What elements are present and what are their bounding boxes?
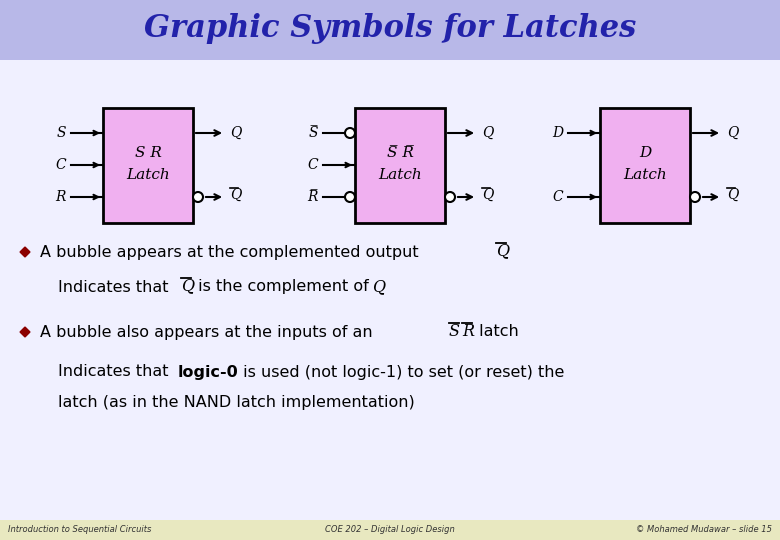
Text: D: D xyxy=(552,126,563,140)
Circle shape xyxy=(690,192,700,202)
Text: Q: Q xyxy=(230,126,241,140)
Text: logic-0: logic-0 xyxy=(178,364,239,380)
Text: latch (as in the NAND latch implementation): latch (as in the NAND latch implementati… xyxy=(58,395,415,409)
Text: S: S xyxy=(56,126,66,140)
Text: C: C xyxy=(55,158,66,172)
Text: Q: Q xyxy=(727,188,739,202)
Text: Indicates that: Indicates that xyxy=(58,280,174,294)
Text: © Mohamed Mudawar – slide 15: © Mohamed Mudawar – slide 15 xyxy=(636,525,772,535)
FancyBboxPatch shape xyxy=(355,107,445,222)
Text: S R: S R xyxy=(135,146,161,160)
Text: C: C xyxy=(307,158,318,172)
Text: R: R xyxy=(462,322,474,340)
Text: Q: Q xyxy=(372,279,385,295)
Text: Q: Q xyxy=(181,278,194,294)
Text: Q: Q xyxy=(727,126,739,140)
Text: Latch: Latch xyxy=(623,168,667,182)
Text: Q: Q xyxy=(230,188,241,202)
Text: Indicates that: Indicates that xyxy=(58,364,174,380)
Circle shape xyxy=(345,128,355,138)
Polygon shape xyxy=(20,327,30,337)
Text: R: R xyxy=(55,190,66,204)
Text: A bubble also appears at the inputs of an: A bubble also appears at the inputs of a… xyxy=(40,325,378,340)
Text: S̅ R̅: S̅ R̅ xyxy=(387,146,413,160)
Text: Q: Q xyxy=(496,242,509,260)
Text: Latch: Latch xyxy=(126,168,170,182)
Text: S: S xyxy=(449,322,460,340)
Polygon shape xyxy=(20,247,30,257)
Text: COE 202 – Digital Logic Design: COE 202 – Digital Logic Design xyxy=(325,525,455,535)
Text: Graphic Symbols for Latches: Graphic Symbols for Latches xyxy=(144,14,636,44)
Text: A bubble appears at the complemented output: A bubble appears at the complemented out… xyxy=(40,245,424,260)
Text: Latch: Latch xyxy=(378,168,422,182)
FancyBboxPatch shape xyxy=(600,107,690,222)
Text: Q: Q xyxy=(482,126,494,140)
Text: Q: Q xyxy=(482,188,494,202)
FancyBboxPatch shape xyxy=(0,520,780,540)
Text: D: D xyxy=(639,146,651,160)
Text: S̅: S̅ xyxy=(309,126,318,140)
Circle shape xyxy=(193,192,203,202)
Circle shape xyxy=(445,192,455,202)
Text: is used (not logic-1) to set (or reset) the: is used (not logic-1) to set (or reset) … xyxy=(238,364,565,380)
FancyBboxPatch shape xyxy=(103,107,193,222)
Text: R̅: R̅ xyxy=(307,190,318,204)
Circle shape xyxy=(345,192,355,202)
Text: C: C xyxy=(552,190,563,204)
Text: latch: latch xyxy=(474,325,519,340)
Text: is the complement of: is the complement of xyxy=(193,280,374,294)
Text: Introduction to Sequential Circuits: Introduction to Sequential Circuits xyxy=(8,525,151,535)
FancyBboxPatch shape xyxy=(0,0,780,60)
